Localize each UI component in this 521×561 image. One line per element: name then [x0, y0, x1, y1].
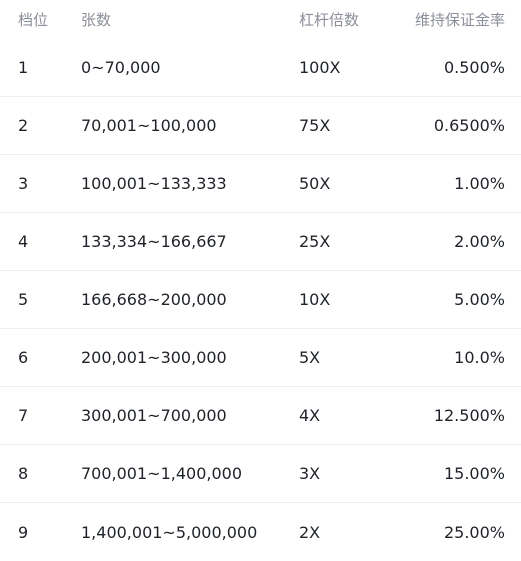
cell-tier: 8 [18, 464, 29, 483]
cell-margin-rate: 0.6500% [433, 116, 505, 135]
header-leverage: 杠杆倍数 [299, 11, 360, 29]
table-row: 8 700,001~1,400,000 3X 15.00% [0, 445, 521, 503]
cell-tier: 7 [18, 406, 29, 425]
cell-margin-rate: 1.00% [454, 174, 505, 193]
cell-leverage: 75X [299, 116, 331, 135]
cell-tier: 6 [18, 348, 29, 367]
cell-quantity: 166,668~200,000 [81, 290, 227, 309]
header-margin-rate: 维持保证金率 [414, 11, 505, 29]
table-row: 7 300,001~700,000 4X 12.500% [0, 387, 521, 445]
cell-leverage: 100X [299, 58, 341, 77]
table-row: 4 133,334~166,667 25X 2.00% [0, 213, 521, 271]
cell-tier: 5 [18, 290, 29, 309]
cell-quantity: 300,001~700,000 [81, 406, 227, 425]
table-row: 6 200,001~300,000 5X 10.0% [0, 329, 521, 387]
cell-margin-rate: 10.0% [454, 348, 505, 367]
cell-margin-rate: 2.00% [454, 232, 505, 251]
cell-leverage: 4X [299, 406, 321, 425]
cell-tier: 9 [18, 522, 29, 542]
cell-quantity: 200,001~300,000 [81, 348, 227, 367]
cell-leverage: 10X [299, 290, 331, 309]
cell-tier: 3 [18, 174, 29, 193]
cell-quantity: 133,334~166,667 [81, 232, 227, 251]
header-tier: 档位 [18, 11, 49, 29]
table-row: 3 100,001~133,333 50X 1.00% [0, 155, 521, 213]
table-row: 2 70,001~100,000 75X 0.6500% [0, 97, 521, 155]
cell-quantity: 100,001~133,333 [81, 174, 227, 193]
table-row: 1 0~70,000 100X 0.500% [0, 39, 521, 97]
cell-margin-rate: 12.500% [433, 406, 505, 425]
table-header: 档位 张数 杠杆倍数 维持保证金率 [0, 0, 521, 39]
cell-leverage: 25X [299, 232, 331, 251]
table-row: 9 1,400,001~5,000,000 2X 25.00% [0, 503, 521, 561]
table-row: 5 166,668~200,000 10X 5.00% [0, 271, 521, 329]
cell-quantity: 1,400,001~5,000,000 [81, 522, 258, 542]
cell-margin-rate: 5.00% [454, 290, 505, 309]
cell-tier: 4 [18, 232, 29, 251]
cell-margin-rate: 15.00% [443, 464, 505, 483]
cell-quantity: 70,001~100,000 [81, 116, 217, 135]
cell-leverage: 3X [299, 464, 321, 483]
cell-leverage: 50X [299, 174, 331, 193]
cell-quantity: 0~70,000 [81, 58, 161, 77]
cell-leverage: 5X [299, 348, 321, 367]
cell-margin-rate: 25.00% [443, 522, 505, 542]
cell-quantity: 700,001~1,400,000 [81, 464, 242, 483]
cell-tier: 2 [18, 116, 29, 135]
cell-tier: 1 [18, 58, 29, 77]
cell-margin-rate: 0.500% [443, 58, 505, 77]
cell-leverage: 2X [299, 522, 321, 542]
header-quantity: 张数 [81, 11, 112, 29]
